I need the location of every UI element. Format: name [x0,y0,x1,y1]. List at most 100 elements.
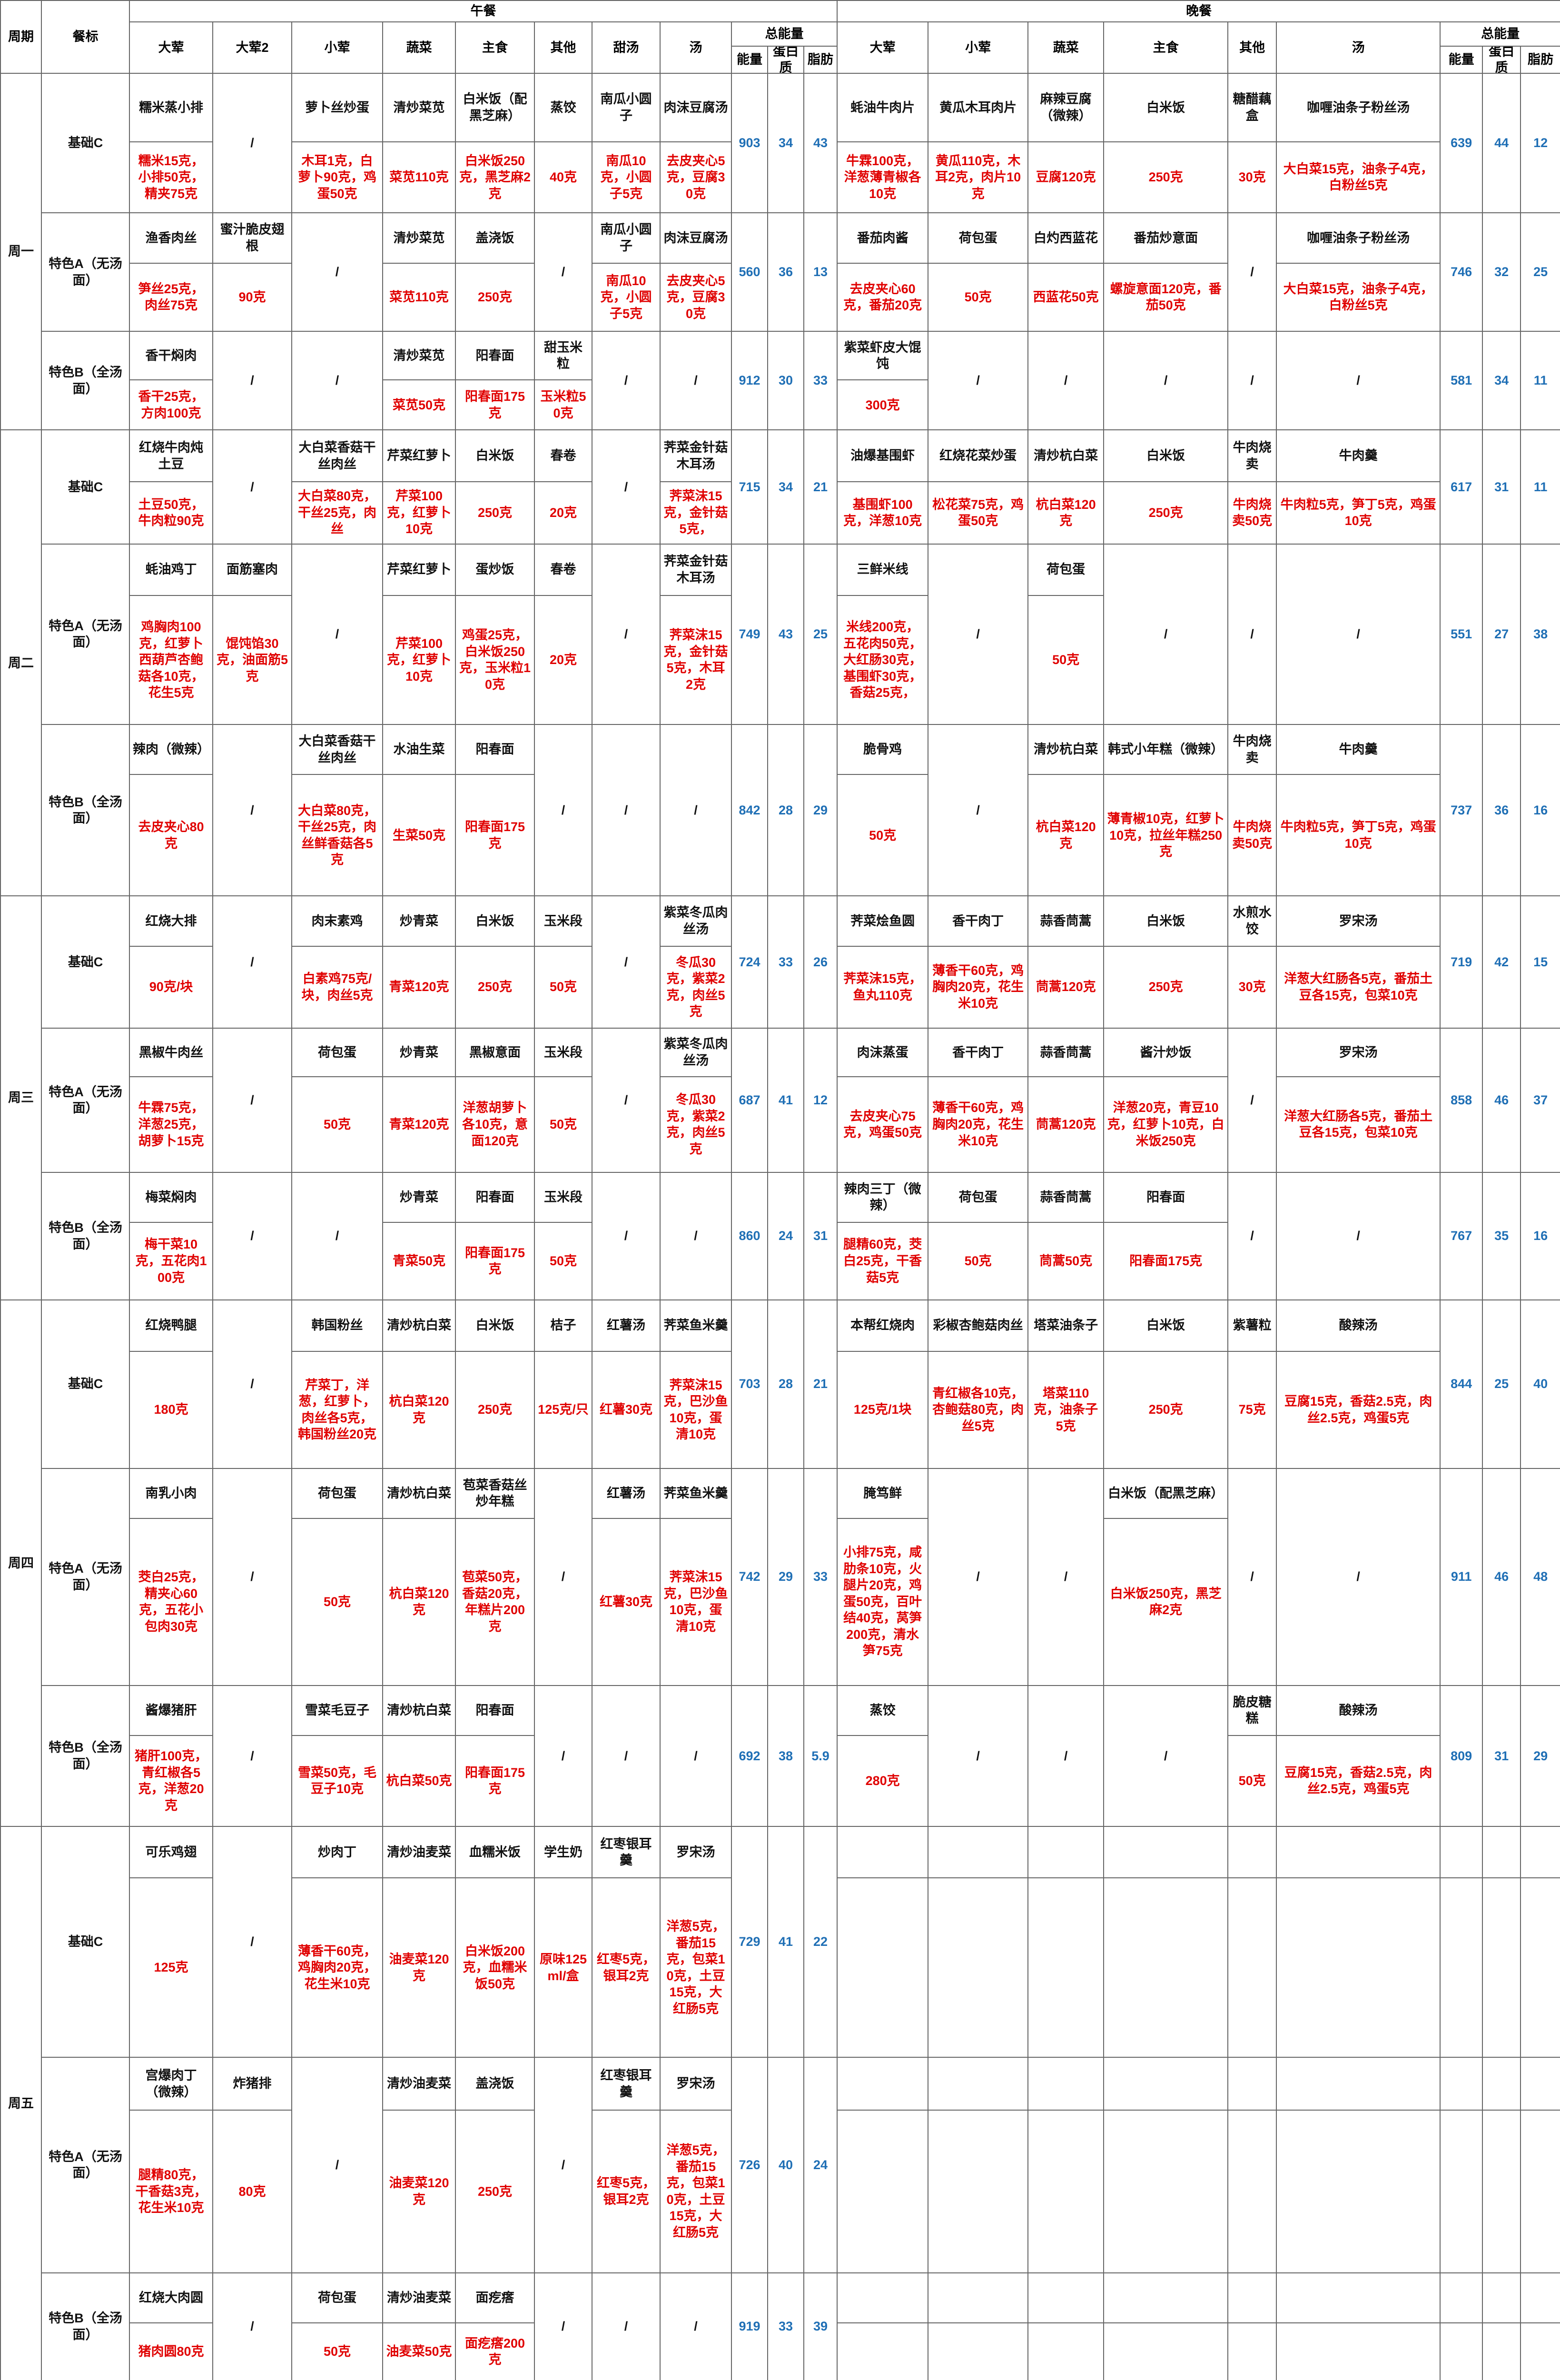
dish-ingredients: 50克 [549,1253,577,1268]
meal-standard-cell: 特色A（无汤面） [41,212,130,332]
empty-cell-cell [1027,2056,1105,2111]
dish-name-cell: 荠菜金针菇木耳汤 [660,543,732,596]
protein-value-cell: 31 [1482,1685,1521,1827]
no-dish: / [561,265,565,279]
dish-name-cell: 白米饭 [1103,429,1229,482]
protein-value: 28 [778,803,793,817]
dish-ingredients-cell: 茼蒿120克 [1027,1076,1105,1173]
dish-name-cell: 南乳小肉 [129,1468,213,1519]
no-dish: / [250,1377,254,1391]
dish-ingredients: 80克 [238,2184,266,2199]
protein-value: 29 [778,1569,793,1584]
day-label-cell: 周四 [0,1299,42,1827]
empty-cell [1277,1827,1440,1877]
protein-value-cell: 28 [767,724,804,897]
empty-cell-cell [928,2322,1029,2380]
protein-value: 36 [778,265,793,279]
dish-ingredients-cell: 洋葱20克，青豆10克，红萝卜10克，白米饭250克 [1103,1076,1229,1173]
column-header: 蔬菜 [1053,40,1079,55]
column-header-cell: 其他 [534,21,592,74]
dish-name-cell: 塔菜油条子 [1027,1299,1105,1352]
dish-ingredients: 荠菜沫15克，金针菇5克，木耳2克 [663,628,728,692]
dish-ingredients: 青菜120克 [389,980,449,994]
dish-name-cell: 炒青菜 [382,1027,456,1077]
dish-ingredients-cell: 40克 [534,141,592,214]
no-dish: / [335,2157,339,2172]
dish-ingredients-cell: 冬瓜30克，紫菜2克，肉丝5克 [660,1076,732,1173]
empty-cell-cell [1520,2056,1560,2111]
empty-cell-cell [928,1877,1029,2058]
dish-ingredients-cell: 鸡蛋25克，白米饭250克，玉米粒10克 [455,595,535,725]
dish-name: 牛肉烧卖 [1233,734,1272,765]
dish-ingredients-cell: 基围虾100克，洋葱10克 [837,481,929,545]
dish-name-cell: 荷包蛋 [928,212,1029,264]
fat-value-cell: 38 [1520,543,1560,725]
no-dish: / [250,954,254,969]
ingredient-row: 猪肝100克，青红椒各5克，洋葱20克 雪菜50克，毛豆子10克 杭白菜50克 阳春面… [0,1735,1560,1827]
dish-ingredients: 杭白菜120克 [1036,820,1096,851]
dish-ingredients: 米线200克，五花肉50克，大红肠30克，基围虾30克，香菇25克， [843,620,922,700]
empty-cell-cell [1482,2322,1521,2380]
dish-name: 萝卜丝炒蛋 [305,100,369,115]
energy-value: 742 [739,1569,760,1584]
meal-standard-cell: 基础C [41,73,130,214]
dish-ingredients: 50克 [323,2344,351,2359]
dish-ingredients-cell: 冬瓜30克，紫菜2克，肉丝5克 [660,945,732,1029]
energy-value: 639 [1451,136,1472,150]
dish-name: 炒青菜 [400,913,438,928]
no-dish-cell: / [212,1826,292,2058]
empty-cell [1104,1878,1227,2056]
dish-name: 黄瓜木耳肉片 [939,100,1017,115]
dish-name-cell: 梅菜焖肉 [129,1171,213,1223]
protein-value: 31 [1494,479,1509,494]
dish-ingredients-cell: 50克 [534,1076,592,1173]
energy-value: 719 [1451,954,1472,969]
dish-ingredients-cell: 薄香干60克，鸡胸肉20克，花生米10克 [291,1877,383,2058]
dish-name-cell: 腌笃鲜 [837,1468,929,1519]
dish-name: 南乳小肉 [145,1486,197,1500]
dish-name: 肉沫蒸蛋 [857,1045,908,1060]
column-header-cell: 汤 [660,21,732,74]
empty-cell [1441,1827,1482,1877]
dish-name-cell: 春卷 [534,429,592,482]
dish-ingredients: 白米饭250克，黑芝麻2克 [459,153,531,201]
day-label: 周二 [8,655,34,670]
dish-name-row: 周三 基础C 红烧大排 / 肉末素鸡 炒青菜 白米饭 玉米段 / 紫菜冬瓜肉丝汤 724 33 26 荠菜… [0,895,1560,1300]
dish-ingredients: 牛霖75克，洋葱25克，胡萝卜15克 [138,1101,204,1148]
dish-ingredients: 50克 [549,1117,577,1131]
no-dish: / [561,2319,565,2334]
dish-ingredients: 125克/1块 [853,1402,912,1417]
no-dish: / [250,1934,254,1949]
protein-value: 33 [778,2319,793,2334]
dish-ingredients: 250克 [477,980,513,994]
total-energy-header-cell: 总能量 [731,21,838,47]
protein-value: 25 [1494,1377,1509,1391]
empty-cell [1521,2323,1560,2380]
dish-ingredients-cell: 原味125ml/盒 [534,1877,592,2058]
column-header-cell: 蔬菜 [382,21,456,74]
dish-name-cell: 蒸饺 [837,1685,929,1736]
energy-value: 858 [1451,1092,1472,1107]
dish-ingredients: 250克 [1148,980,1183,994]
protein-value: 30 [778,373,793,388]
dish-name-cell: 桔子 [534,1299,592,1352]
empty-cell-cell [1027,2322,1105,2380]
ingredient-row: 土豆50克，牛肉粒90克 大白菜80克，干丝25克，肉丝 芹菜100克，红萝卜10克… [0,481,1560,545]
ingredient-row: 180克 芹菜丁，洋葱，红萝卜，肉丝各5克，韩国粉丝20克 杭白菜120克 250克 1… [0,1350,1560,1469]
no-dish: / [1250,1569,1254,1584]
empty-cell-cell [1276,2272,1441,2323]
dish-name-row: 周二 基础C 红烧牛肉炖土豆 / 大白菜香菇干丝肉丝 芹菜红萝卜 白米饭 春卷 / 荠菜金针菇木耳… [0,429,1560,897]
dish-name-row: 特色A（无汤面） 黑椒牛肉丝 / 荷包蛋 炒青菜 黑椒意面 玉米段 / 紫菜冬瓜肉丝汤 687 41… [0,1027,1560,1173]
dish-name-cell: 麻辣豆腐（微辣） [1027,73,1105,142]
dish-name-cell: 阳春面 [1103,1171,1229,1223]
dish-name-cell: 渔香肉丝 [129,212,213,264]
dish-name-cell: 蒜香茼蒿 [1027,895,1105,947]
no-dish-cell: / [1276,1468,1441,1686]
dish-ingredients-cell: 松花菜75克，鸡蛋50克 [928,481,1029,545]
energy-value: 919 [739,2319,760,2334]
dish-ingredients-cell: 油麦菜120克 [382,1877,456,2058]
dish-name: 酸辣汤 [1339,1703,1378,1717]
dish-name: 脆骨鸡 [863,742,902,757]
header-row: 能量 蛋白质 脂肪 能量 蛋白质 脂肪 [0,45,1560,74]
dish-name-cell: 雪菜毛豆子 [291,1685,383,1736]
